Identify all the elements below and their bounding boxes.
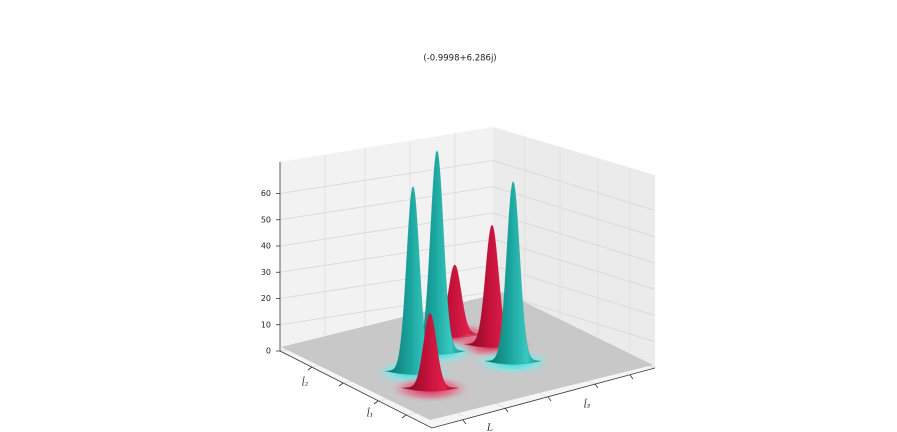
peak (401, 313, 459, 392)
peaks (370, 150, 556, 403)
z-tick-label: 10 (261, 320, 271, 329)
axis-label: l̂₃ (584, 399, 591, 411)
grid-line (279, 160, 656, 211)
axis-label: l̂₂ (302, 377, 309, 389)
floor-axes (279, 350, 656, 429)
z-tick-label: 30 (261, 268, 271, 277)
chart-title: (-0.9998+6.286j) (423, 54, 496, 64)
peak (484, 181, 542, 365)
z-tick-label: 40 (261, 242, 271, 251)
z-tick-label: 50 (261, 215, 271, 224)
z-tick-label: 0 (266, 347, 271, 356)
axis-label: l̂₁ (367, 408, 374, 420)
axis-ticks (307, 366, 634, 425)
z-tick-label: 60 (261, 189, 271, 198)
grid-line (279, 186, 656, 238)
z-tick-label: 20 (261, 294, 271, 303)
axis-label: L (486, 424, 493, 432)
grid-line (279, 212, 656, 264)
